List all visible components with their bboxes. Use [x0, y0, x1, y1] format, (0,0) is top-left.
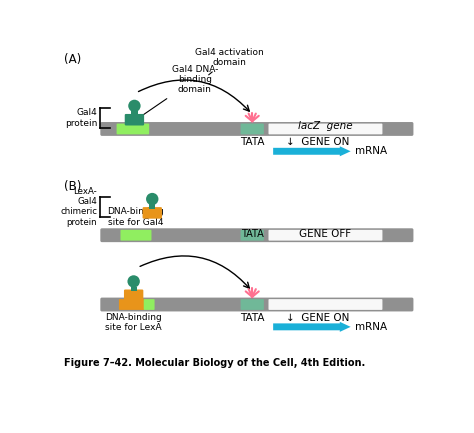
Text: Figure 7–42. Molecular Biology of the Cell, 4th Edition.: Figure 7–42. Molecular Biology of the Ce…	[64, 359, 365, 368]
FancyBboxPatch shape	[117, 123, 149, 134]
Text: DNA-binding
site for Gal4: DNA-binding site for Gal4	[108, 207, 164, 227]
Text: TATA: TATA	[240, 313, 264, 323]
Text: mRNA: mRNA	[355, 146, 387, 156]
FancyBboxPatch shape	[241, 299, 264, 310]
FancyBboxPatch shape	[125, 114, 144, 126]
FancyArrowPatch shape	[140, 256, 249, 288]
FancyBboxPatch shape	[100, 297, 413, 311]
FancyBboxPatch shape	[124, 290, 143, 301]
FancyBboxPatch shape	[100, 228, 413, 242]
Text: Gal4 activation
domain: Gal4 activation domain	[195, 48, 264, 75]
Bar	[130, 287, 137, 291]
FancyBboxPatch shape	[268, 299, 383, 310]
Text: ↓  GENE ON: ↓ GENE ON	[286, 137, 349, 147]
FancyBboxPatch shape	[143, 207, 162, 219]
Text: TATA: TATA	[241, 229, 264, 239]
Text: TATA: TATA	[240, 137, 264, 147]
Text: Gal4 DNA-
binding
domain: Gal4 DNA- binding domain	[141, 65, 218, 116]
Circle shape	[146, 193, 158, 205]
FancyBboxPatch shape	[268, 230, 383, 241]
FancyBboxPatch shape	[119, 299, 145, 310]
Bar	[149, 204, 155, 209]
Bar	[131, 111, 137, 116]
FancyArrowPatch shape	[138, 80, 249, 111]
Text: Gal4
protein: Gal4 protein	[65, 109, 97, 128]
Text: mRNA: mRNA	[355, 322, 387, 332]
FancyBboxPatch shape	[144, 299, 155, 310]
FancyBboxPatch shape	[241, 123, 264, 134]
FancyArrow shape	[273, 146, 351, 156]
FancyBboxPatch shape	[100, 122, 413, 136]
Text: ↓  GENE ON: ↓ GENE ON	[286, 313, 349, 323]
Text: LexA-
Gal4
chimeric
protein: LexA- Gal4 chimeric protein	[60, 187, 97, 227]
Circle shape	[128, 100, 141, 112]
Text: (B): (B)	[64, 180, 81, 193]
FancyBboxPatch shape	[241, 230, 264, 241]
Text: lacZ  gene: lacZ gene	[298, 121, 353, 131]
Text: GENE OFF: GENE OFF	[300, 229, 352, 239]
FancyArrow shape	[273, 322, 351, 332]
Text: DNA-binding
site for LexA: DNA-binding site for LexA	[105, 313, 162, 333]
FancyBboxPatch shape	[268, 123, 383, 134]
FancyBboxPatch shape	[120, 230, 152, 241]
Text: (A): (A)	[64, 53, 81, 66]
Circle shape	[128, 275, 140, 288]
